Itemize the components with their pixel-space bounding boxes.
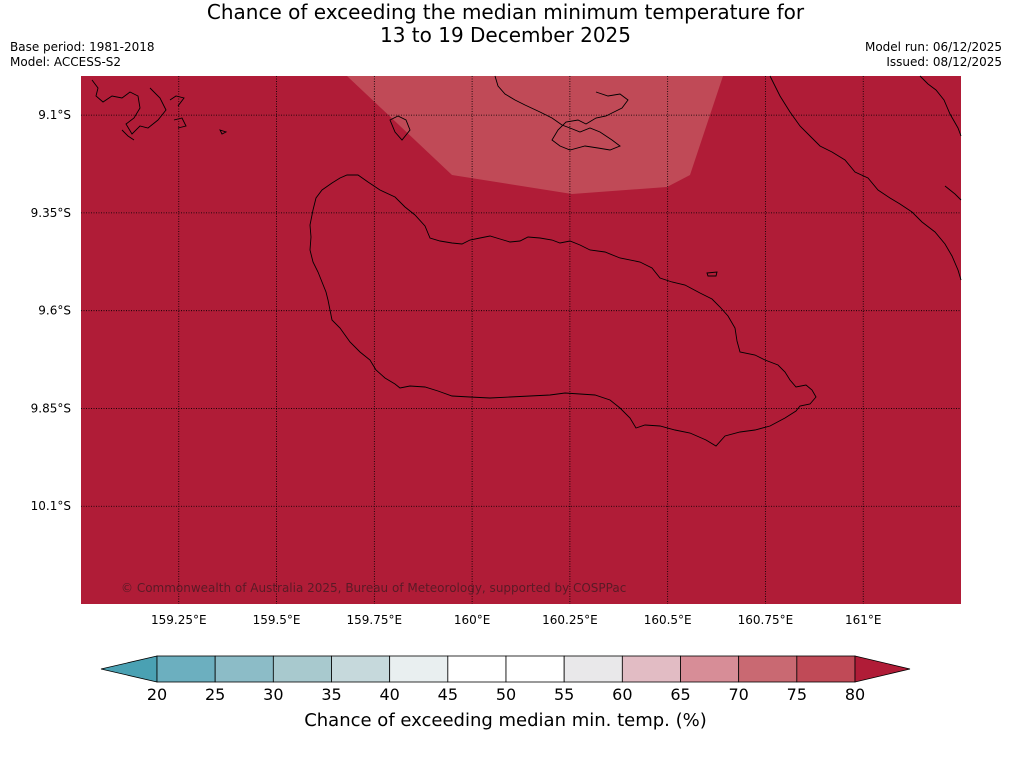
coastlines [91, 75, 962, 447]
colorbar-segment [331, 655, 391, 683]
longitude-tick-label: 159.75°E [347, 613, 403, 627]
colorbar-tick-label: 30 [263, 685, 284, 704]
latitude-tick-label: 9.6°S [38, 304, 71, 318]
gridlines [81, 76, 961, 604]
colorbar-tick-label: 25 [204, 685, 226, 704]
colorbar-segment [738, 655, 798, 683]
colorbar-tick-label: 35 [321, 685, 342, 704]
colorbar-segment [680, 655, 740, 683]
longitude-tick-label: 160°E [454, 613, 491, 627]
colorbar-tick-label: 60 [612, 685, 633, 704]
coastline-small-isle [389, 115, 411, 141]
latitude-tick-label: 9.85°S [31, 401, 71, 415]
colorbar-tick-label: 75 [786, 685, 807, 704]
longitude-tick-label: 160.25°E [542, 613, 598, 627]
colorbar-tick-label: 80 [844, 685, 866, 704]
colorbar-tick-label: 45 [437, 685, 458, 704]
latitude-labels: 9.1°S 9.35°S 9.6°S 9.85°S 10.1°S [31, 108, 71, 513]
longitude-tick-label: 161°E [845, 613, 882, 627]
coastline-east [769, 75, 962, 281]
colorbar-extend-high [854, 655, 911, 683]
copyright-text: © Commonwealth of Australia 2025, Bureau… [121, 581, 626, 595]
colorbar-segment [505, 655, 565, 683]
colorbar-segment [621, 655, 681, 683]
colorbar-tick-label: 20 [146, 685, 168, 704]
coastline-north-islands [91, 79, 228, 141]
coastline-north-central [494, 75, 629, 151]
colorbar-tick-label: 40 [379, 685, 400, 704]
longitude-tick-label: 160.5°E [644, 613, 692, 627]
map-area: 9.1°S9.35°S9.6°S9.85°S10.1°S 159.25°E 159… [31, 75, 962, 627]
colorbar-title: Chance of exceeding median min. temp. (%… [304, 710, 707, 731]
latitude-tick-label: 9.1°S [38, 108, 71, 122]
latitude-tick-label: 9.35°S [31, 206, 71, 220]
colorbar-segment [156, 655, 216, 683]
colorbar-extend-low [100, 655, 158, 683]
colorbar [100, 655, 911, 683]
model-text: Model: ACCESS-S2 [10, 55, 122, 69]
longitude-tick-label: 159.25°E [151, 613, 207, 627]
colorbar-tick-label: 50 [495, 685, 517, 704]
chart-title-line1: Chance of exceeding the median minimum t… [206, 0, 805, 24]
colorbar-segment [389, 655, 449, 683]
coastline-main-island [309, 174, 817, 447]
chart-title-line2: 13 to 19 December 2025 [379, 23, 631, 47]
latitude-tick-label: 10.1°S [31, 499, 71, 513]
model-run-text: Model run: 06/12/2025 [864, 40, 1002, 54]
longitude-labels: 159.25°E 159.5°E 159.75°E 160°E 160.25°E 160.… [151, 613, 881, 627]
coastline-tiny-isle [706, 271, 718, 277]
colorbar-segment [214, 655, 274, 683]
colorbar-segment [272, 655, 332, 683]
issued-text: Issued: 08/12/2025 [886, 55, 1002, 69]
colorbar-tick-label: 65 [670, 685, 691, 704]
probability-75-80-region [347, 76, 723, 194]
colorbar-segment [796, 655, 856, 683]
colorbar-tick-label: 55 [553, 685, 575, 704]
longitude-tick-label: 159.5°E [253, 613, 301, 627]
colorbar-segment [563, 655, 623, 683]
colorbar-tick-label: 70 [728, 685, 749, 704]
colorbar-segment [447, 655, 507, 683]
base-period-text: Base period: 1981-2018 [10, 40, 155, 54]
longitude-tick-label: 160.75°E [738, 613, 794, 627]
